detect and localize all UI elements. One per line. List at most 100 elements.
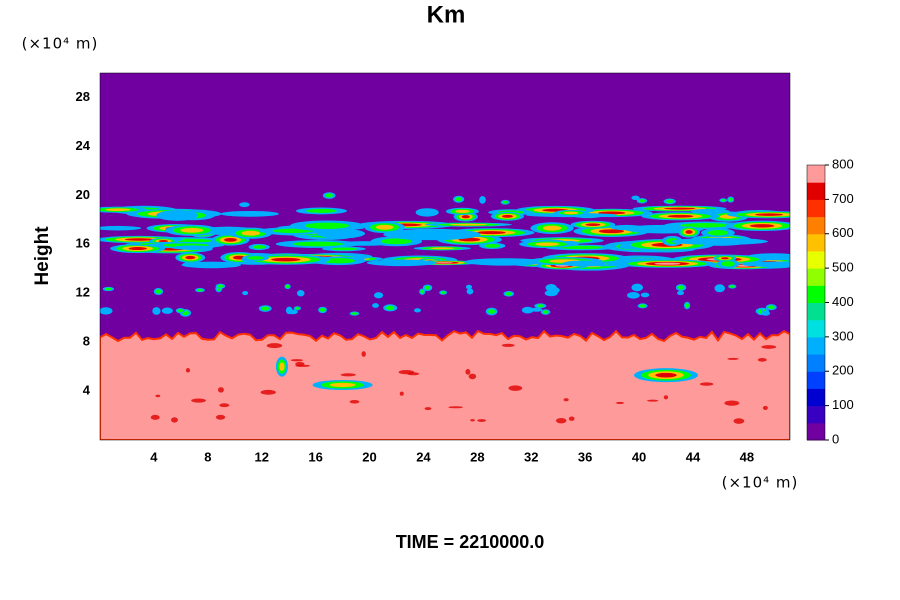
field-feature [720, 199, 726, 202]
field-feature [466, 288, 474, 295]
field-feature [261, 306, 270, 311]
field-feature [349, 399, 360, 404]
field-feature [220, 210, 279, 217]
colorbar-band [807, 250, 825, 269]
field-feature [292, 241, 344, 247]
field-feature [502, 200, 509, 204]
colorbar-band [807, 319, 825, 338]
field-feature [563, 398, 569, 402]
x-tick-label: 40 [632, 449, 646, 464]
field-feature [685, 303, 689, 308]
field-feature [667, 214, 694, 218]
field-feature [501, 214, 514, 218]
field-feature [484, 244, 501, 248]
field-feature [449, 223, 488, 226]
field-feature [501, 343, 515, 347]
field-feature [399, 391, 404, 396]
x-tick-label: 20 [362, 449, 376, 464]
field-feature [271, 257, 301, 262]
y-tick-label: 16 [76, 236, 90, 251]
field-feature [124, 238, 155, 241]
field-feature [671, 237, 768, 245]
colorbar-band [807, 302, 825, 321]
colorbar-tick-label: 300 [832, 328, 854, 343]
field-feature [547, 286, 560, 294]
field-feature [380, 238, 412, 245]
field-feature [260, 389, 276, 395]
x-unit: (×10⁴ m) [722, 474, 799, 492]
field-feature [761, 345, 777, 349]
field-feature [279, 362, 285, 371]
field-feature [728, 197, 733, 202]
field-feature [383, 228, 481, 241]
colorbar-tick-label: 700 [832, 191, 854, 206]
colorbar-band [807, 405, 825, 424]
field-feature [479, 196, 486, 204]
field-feature [285, 306, 293, 315]
x-tick-label: 24 [416, 449, 431, 464]
y-unit: (×10⁴ m) [22, 35, 99, 53]
field-feature [758, 309, 763, 314]
field-feature [664, 207, 696, 210]
field-feature [562, 260, 606, 267]
field-feature [448, 406, 463, 409]
field-feature [536, 304, 544, 308]
y-tick-label: 12 [76, 285, 90, 300]
field-feature [215, 414, 226, 420]
field-feature [477, 419, 487, 422]
field-feature [610, 224, 644, 231]
field-feature [185, 255, 196, 260]
field-feature [105, 287, 112, 291]
field-feature [461, 215, 470, 219]
field-feature [373, 292, 384, 299]
field-feature [663, 395, 669, 400]
field-feature [677, 290, 685, 296]
field-feature [105, 208, 131, 211]
field-feature [655, 372, 677, 378]
field-feature [252, 245, 266, 249]
field-feature [464, 258, 547, 266]
field-feature [325, 193, 333, 198]
field [100, 73, 790, 440]
field-feature [217, 284, 224, 288]
colorbar-band [807, 422, 825, 441]
field-feature [239, 202, 250, 208]
field-feature [316, 228, 366, 239]
field-feature [699, 382, 714, 386]
field-feature [100, 225, 142, 231]
colorbar-band [807, 285, 825, 303]
field-feature [470, 419, 475, 422]
field-feature [733, 418, 745, 424]
colorbar-band [807, 371, 825, 389]
field-feature [266, 343, 283, 349]
field-feature [295, 307, 300, 310]
field-feature [361, 351, 366, 357]
field-feature [714, 284, 725, 293]
field-feature [646, 399, 659, 402]
field-feature [429, 247, 455, 250]
field-feature [155, 394, 161, 398]
field-feature [152, 307, 161, 315]
field-feature [415, 208, 439, 217]
field-feature [329, 382, 356, 388]
field-feature [598, 229, 625, 234]
colorbar-band [807, 354, 825, 372]
field-feature [631, 283, 643, 292]
field-feature [598, 211, 626, 215]
field-region [100, 329, 790, 440]
field-feature [375, 224, 394, 230]
y-tick-label: 4 [83, 383, 91, 398]
field-feature [666, 199, 674, 204]
field-feature [295, 364, 310, 367]
y-tick-label: 28 [76, 89, 90, 104]
field-feature [690, 208, 730, 214]
field-feature [155, 289, 162, 294]
x-tick-label: 8 [204, 449, 211, 464]
field-feature [340, 373, 356, 377]
field-feature [535, 242, 560, 246]
field-feature [322, 258, 355, 264]
field-feature [508, 385, 523, 391]
field-feature [224, 238, 237, 242]
field-feature [757, 357, 767, 362]
field-feature [181, 261, 242, 269]
